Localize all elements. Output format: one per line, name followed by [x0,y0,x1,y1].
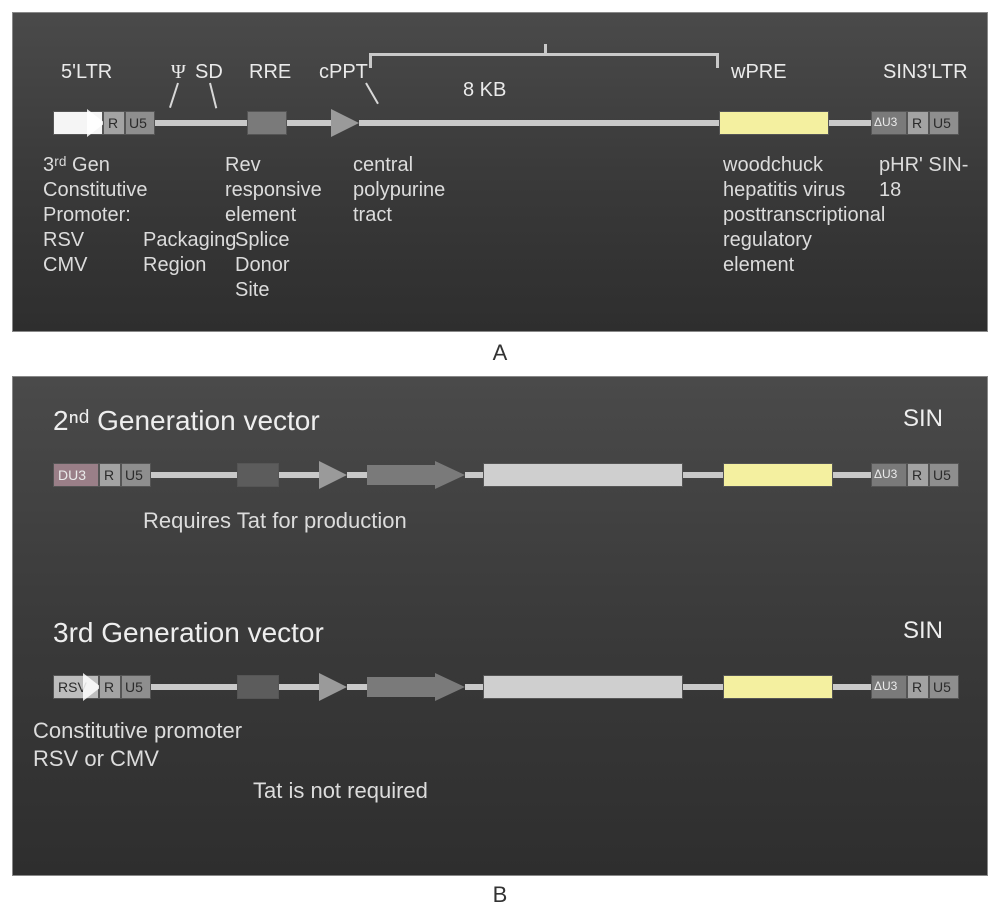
seg3-3u5: U5 [929,675,959,699]
desc-gen3: 3ʳᵈ Gen Constitutive Promoter: RSV CMV [43,153,148,278]
desc-phr: pHR' SIN-18 [879,153,987,203]
line2-5 [833,472,871,478]
seg3-wpre [723,675,833,699]
note-gen2: Requires Tat for production [143,507,407,535]
text2-3u5: U5 [933,467,951,483]
panel-b: 2ⁿᵈ Generation vector SIN DU3 R U5 ΔU3 R [12,376,988,876]
text-u52: U5 [933,115,951,131]
seg-3ltr-du3: ΔU3 [871,111,907,135]
seg2-wpre [723,463,833,487]
text-du3: ΔU3 [874,115,897,129]
leader-cppt [365,83,379,105]
desc-packaging: Packaging Region [143,228,236,278]
title-gen3: 3rd Generation vector [53,617,324,649]
title-gen2: 2ⁿᵈ Generation vector [53,405,320,437]
line3-1 [151,684,237,690]
label-cppt: cPPT [319,61,368,84]
line2-2b [347,472,367,478]
seg3-tri1 [319,673,347,701]
line2-3 [465,472,483,478]
line-4 [829,120,871,126]
note-gen3b: Tat is not required [253,777,428,805]
seg2-u5: U5 [121,463,151,487]
label-psi: Ψ [171,61,186,84]
seg2-du3: DU3 [53,463,99,487]
text2-3r: R [912,467,922,483]
seg2-3u5: U5 [929,463,959,487]
seg2-3r: R [907,463,929,487]
line3-3 [465,684,483,690]
panel-a: 5'LTR Ψ SD RRE cPPT 8 KB wPRE SIN3'LTR R… [12,12,988,332]
text-u5: U5 [129,115,147,131]
text3-r: R [104,679,114,695]
line2-4 [683,472,723,478]
line-3 [359,120,719,126]
desc-rre: Rev responsive element [225,153,322,228]
desc-cppt: central polypurine tract [353,153,445,228]
label-8kb: 8 KB [463,79,506,102]
panel-a-label: A [12,340,988,366]
label-5ltr: 5'LTR [61,61,112,84]
text3-3u5: U5 [933,679,951,695]
seg-cppt-tri [331,109,359,137]
text2-r: R [104,467,114,483]
line-1 [155,120,247,126]
brace-8kb [369,53,719,63]
label-rre: RRE [249,61,291,84]
seg-3ltr-u5: U5 [929,111,959,135]
line3-2 [279,684,319,690]
seg3-r: R [99,675,121,699]
track-b2: RSV R U5 ΔU3 R U5 [53,667,973,707]
seg3-promoter-head [435,673,465,701]
note-gen3a: Constitutive promoter RSV or CMV [33,717,242,772]
text-r: R [108,115,118,131]
seg3-transgene [483,675,683,699]
line3-2b [347,684,367,690]
text3-3r: R [912,679,922,695]
line2-1 [151,472,237,478]
desc-splice: Splice Donor Site [235,228,289,303]
text2-3du3: ΔU3 [874,467,897,481]
line3-4 [683,684,723,690]
seg3-3r: R [907,675,929,699]
seg2-promoter-body [367,465,437,485]
seg-5ltr-r: R [103,111,125,135]
seg2-r: R [99,463,121,487]
seg2-promoter-head [435,461,465,489]
seg2-3du3: ΔU3 [871,463,907,487]
seg3-3du3: ΔU3 [871,675,907,699]
seg3-promoter-body [367,677,437,697]
seg2-tri1 [319,461,347,489]
seg2-transgene [483,463,683,487]
seg3-rre [237,675,279,699]
text3-3du3: ΔU3 [874,679,897,693]
text-r2: R [912,115,922,131]
label-sd: SD [195,61,223,84]
label-sin-2: SIN [903,405,943,433]
seg2-rre [237,463,279,487]
line2-2 [279,472,319,478]
panel-b-label: B [12,882,988,908]
seg-rre [247,111,287,135]
label-sin3: SIN3'LTR [883,61,968,84]
track-a: R U5 ΔU3 R U5 [53,103,973,143]
seg-wpre [719,111,829,135]
track-b1: DU3 R U5 ΔU3 R U5 [53,455,973,495]
desc-wpre: woodchuck hepatitis virus posttranscript… [723,153,885,278]
text2-u5: U5 [125,467,143,483]
seg-5ltr-u5: U5 [125,111,155,135]
line-2 [287,120,331,126]
seg3-u5: U5 [121,675,151,699]
text2-du3: DU3 [58,467,86,483]
label-wpre: wPRE [731,61,787,84]
label-sin-3: SIN [903,617,943,645]
line3-5 [833,684,871,690]
text3-u5: U5 [125,679,143,695]
seg-3ltr-r: R [907,111,929,135]
